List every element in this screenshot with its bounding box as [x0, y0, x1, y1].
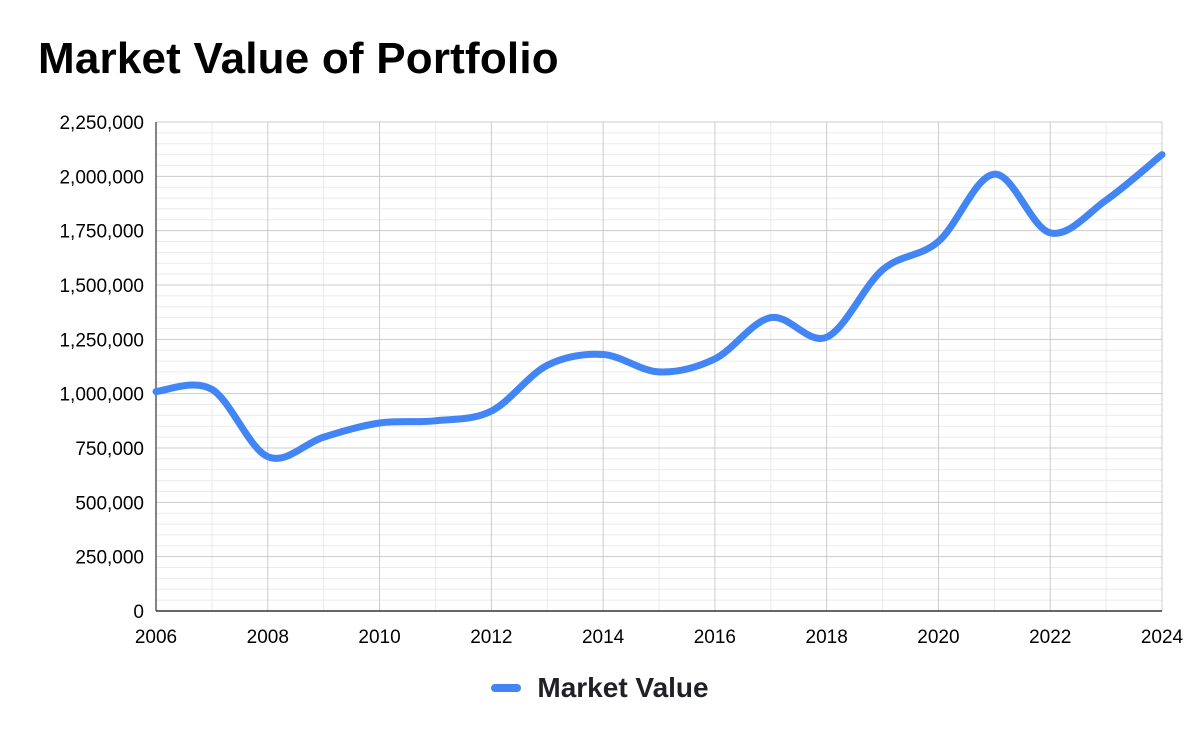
y-axis-tick-labels: 0 250,000 500,000 750,000 1,000,000 1,250,000…: [59, 113, 144, 623]
data-point: [656, 368, 663, 375]
data-point: [767, 314, 774, 321]
y-tick-label: 1,750,000: [59, 222, 144, 243]
y-tick-label: 1,250,000: [59, 330, 144, 351]
data-point: [711, 355, 718, 362]
data-point: [432, 417, 439, 424]
minor-gridlines: [156, 122, 1162, 611]
data-point: [1159, 151, 1166, 158]
data-point: [153, 388, 160, 395]
major-gridlines: [156, 121, 1163, 611]
series-line-market-value: [152, 151, 1166, 462]
data-point: [544, 362, 551, 369]
data-point: [600, 351, 607, 358]
legend-label: Market Value: [537, 672, 709, 703]
x-axis-tick-labels: 2006 2008 2010 2012 2014 2016 2018 2020 2022 2024: [135, 627, 1184, 648]
x-tick-label: 2014: [582, 627, 625, 648]
data-point: [879, 266, 886, 273]
y-tick-label: 1,500,000: [59, 276, 144, 297]
data-point: [488, 408, 495, 415]
y-tick-label: 1,000,000: [59, 385, 144, 406]
series-layer: [152, 151, 1166, 462]
y-tick-label: 2,000,000: [59, 167, 144, 188]
data-point: [1047, 229, 1054, 236]
x-tick-label: 2006: [135, 627, 177, 648]
y-tick-label: 0: [133, 602, 144, 623]
x-tick-label: 2022: [1029, 627, 1071, 648]
legend: Market Value: [0, 666, 1200, 710]
legend-swatch: [491, 684, 522, 692]
data-point: [991, 171, 998, 178]
data-point: [208, 386, 215, 393]
data-point: [1103, 197, 1110, 204]
data-point: [376, 420, 383, 427]
data-point: [935, 238, 942, 245]
y-tick-label: 750,000: [75, 439, 144, 460]
x-tick-label: 2016: [694, 627, 736, 648]
y-tick-label: 500,000: [75, 493, 144, 514]
x-tick-label: 2020: [917, 627, 959, 648]
chart-title: Market Value of Portfolio: [38, 34, 559, 83]
axes: [155, 122, 1162, 612]
data-point: [264, 453, 271, 460]
x-tick-label: 2018: [806, 627, 848, 648]
data-point: [320, 434, 327, 441]
y-tick-label: 2,250,000: [59, 113, 144, 134]
data-point: [823, 334, 830, 341]
x-tick-label: 2012: [470, 627, 512, 648]
x-tick-label: 2008: [247, 627, 289, 648]
x-tick-label: 2010: [358, 627, 400, 648]
y-tick-label: 250,000: [75, 548, 144, 569]
x-tick-label: 2024: [1141, 627, 1184, 648]
